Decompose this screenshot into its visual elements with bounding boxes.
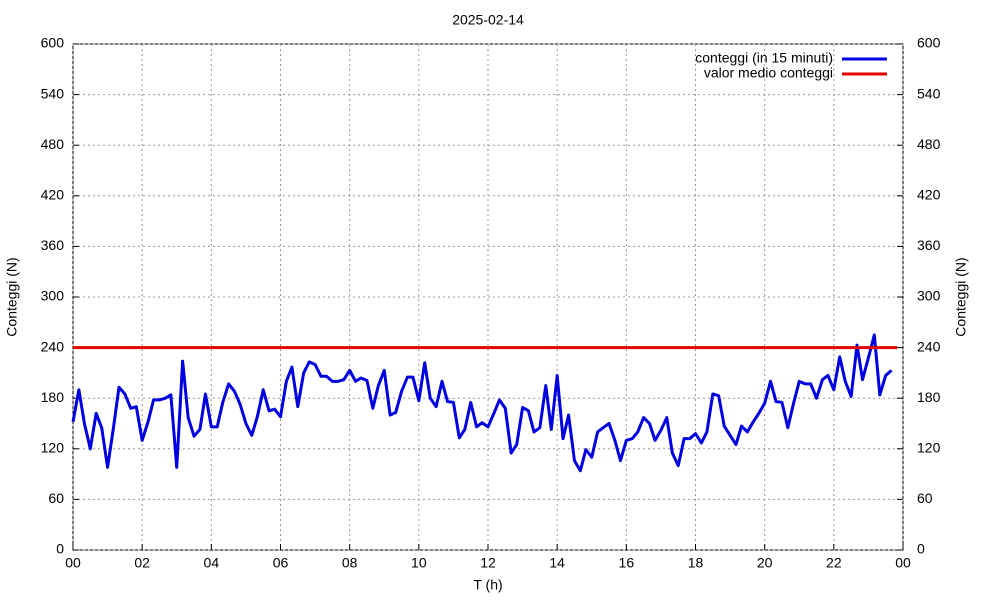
x-tick-label: 10 bbox=[411, 555, 427, 571]
y-tick-label: 180 bbox=[41, 389, 65, 405]
y-tick-label: 420 bbox=[41, 187, 65, 203]
x-tick-label: 06 bbox=[273, 555, 289, 571]
y2-tick-label: 480 bbox=[917, 136, 941, 152]
x-tick-label: 00 bbox=[65, 555, 81, 571]
y2-tick-label: 180 bbox=[917, 389, 941, 405]
y2-tick-label: 300 bbox=[917, 288, 941, 304]
x-tick-label: 08 bbox=[342, 555, 358, 571]
x-tick-label: 16 bbox=[619, 555, 635, 571]
y-tick-label: 600 bbox=[41, 35, 65, 51]
x-tick-label: 18 bbox=[688, 555, 704, 571]
legend-label: conteggi (in 15 minuti) bbox=[695, 50, 833, 66]
chart-title: 2025-02-14 bbox=[452, 12, 524, 28]
x-tick-label: 14 bbox=[549, 555, 565, 571]
y2-tick-label: 240 bbox=[917, 338, 941, 354]
y-tick-label: 300 bbox=[41, 288, 65, 304]
y2-tick-label: 120 bbox=[917, 440, 941, 456]
y2-tick-label: 540 bbox=[917, 85, 941, 101]
x-tick-label: 20 bbox=[757, 555, 773, 571]
y-tick-label: 120 bbox=[41, 440, 65, 456]
legend-label: valor medio conteggi bbox=[704, 65, 833, 81]
y-axis-label: Conteggi (N) bbox=[4, 257, 20, 336]
x-tick-label: 04 bbox=[204, 555, 220, 571]
y-tick-label: 360 bbox=[41, 237, 65, 253]
y-tick-label: 480 bbox=[41, 136, 65, 152]
y2-tick-label: 420 bbox=[917, 187, 941, 203]
x-tick-label: 12 bbox=[480, 555, 496, 571]
y2-tick-label: 360 bbox=[917, 237, 941, 253]
data-line bbox=[71, 333, 893, 473]
y2-tick-label: 60 bbox=[917, 490, 933, 506]
x-tick-label: 22 bbox=[826, 555, 842, 571]
x-tick-label: 00 bbox=[895, 555, 911, 571]
x-tick-label: 02 bbox=[134, 555, 150, 571]
y-tick-label: 60 bbox=[48, 490, 64, 506]
y2-axis-label: Conteggi (N) bbox=[953, 257, 969, 336]
y-tick-label: 0 bbox=[56, 541, 64, 557]
y-tick-label: 540 bbox=[41, 85, 65, 101]
x-axis-label: T (h) bbox=[473, 577, 502, 593]
y2-tick-label: 0 bbox=[917, 541, 925, 557]
y2-tick-label: 600 bbox=[917, 35, 941, 51]
y-tick-label: 240 bbox=[41, 338, 65, 354]
